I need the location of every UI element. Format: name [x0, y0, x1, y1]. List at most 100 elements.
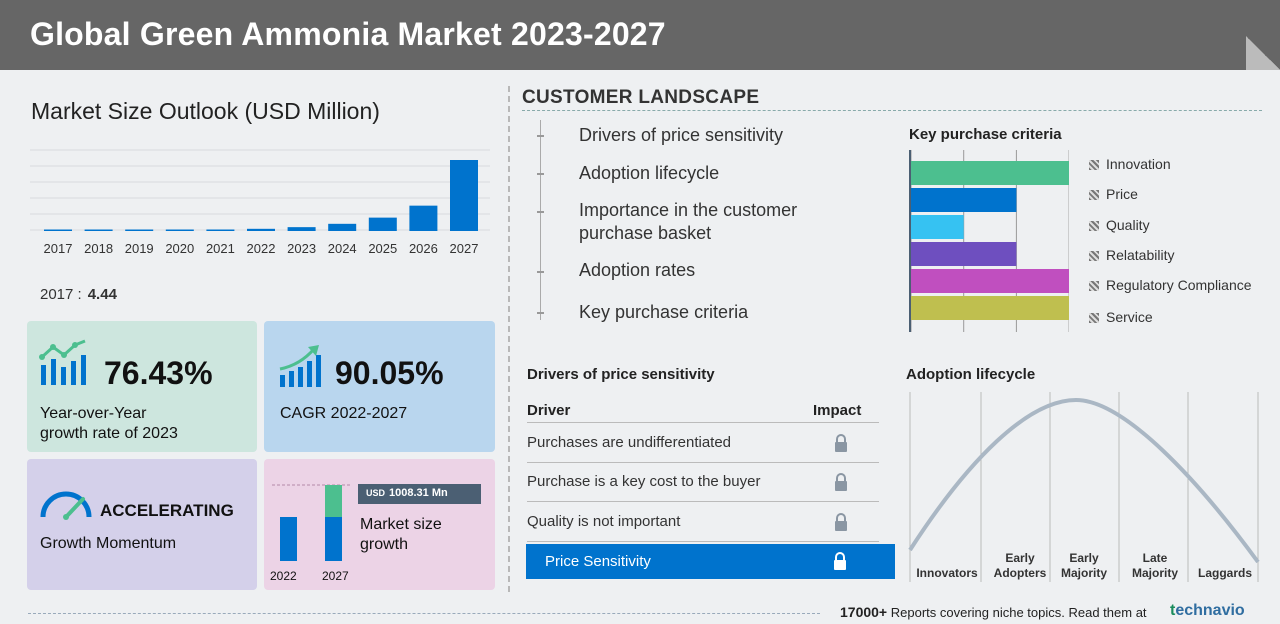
base-year-value: 2017 : 4.44 [40, 286, 117, 303]
tick-label-2024: 2024 [328, 241, 357, 256]
badge-unit: USD [366, 488, 386, 498]
col-impact: Impact [813, 402, 862, 419]
stage-early-majority-2: Majority [1060, 566, 1107, 580]
speedometer-icon [40, 491, 92, 520]
tree-dot [537, 211, 544, 213]
bar-2022 [247, 228, 275, 231]
stage-late-majority-1: Late [1142, 551, 1168, 565]
footer-text: 17000+ Reports covering niche topics. Re… [840, 604, 1147, 620]
stage-laggards: Laggards [1197, 566, 1252, 580]
hatched-swatch-icon [1089, 221, 1099, 231]
bar-2017 [44, 229, 72, 231]
cagr-label: CAGR 2022-2027 [280, 405, 408, 422]
footer-caption: Reports covering niche topics. Read them… [890, 605, 1147, 620]
lock-icon [835, 473, 847, 491]
tree-dot [537, 173, 544, 175]
momentum-card: ACCELERATING Growth Momentum [27, 459, 257, 590]
adoption-lifecycle-curve [908, 392, 1260, 582]
price-sensitivity-title: Drivers of price sensitivity [527, 366, 715, 383]
base-year-number: 4.44 [87, 286, 117, 303]
footer-divider [28, 613, 820, 614]
driver-label: Quality is not important [527, 513, 681, 530]
table-row: Purchase is a key cost to the buyer [527, 463, 879, 502]
stage-early-adopters-2: Adopters [993, 566, 1047, 580]
cagr-value: 90.05% [335, 355, 444, 391]
hatched-swatch-icon [1089, 251, 1099, 261]
tree-item-adoption-rates: Adoption rates [579, 260, 696, 280]
badge-value: 1008.31 Mn [389, 487, 448, 499]
legend-innovation: Innovation [1089, 156, 1171, 172]
market-size-bar-chart: 2017 2018 2019 2020 2021 2022 2023 2024 2025 2026… [30, 149, 490, 256]
yoy-label-1: Year-over-Year [40, 405, 147, 422]
growth-year-from: 2022 [270, 569, 297, 583]
tick-label-2026: 2026 [409, 241, 438, 256]
growth-year-to: 2027 [322, 569, 349, 583]
bar-2020 [165, 229, 194, 231]
growth-label-2: growth [360, 536, 409, 553]
kpc-bar-price [911, 188, 1017, 212]
tick-label-2017: 2017 [44, 241, 73, 256]
bar-2018 [84, 229, 113, 231]
kpc-title: Key purchase criteria [909, 126, 1062, 143]
growth-label-1: Market size [360, 516, 442, 533]
bar-2024 [328, 223, 357, 231]
tree-dot [537, 312, 544, 314]
yoy-card: 76.43% Year-over-Year growth rate of 202… [27, 321, 257, 452]
hatched-swatch-icon [1089, 313, 1099, 323]
tick-label-2022: 2022 [247, 241, 276, 256]
hatched-swatch-icon [1089, 281, 1099, 291]
tick-label-2021: 2021 [206, 241, 235, 256]
kpc-bar-chart [909, 150, 1069, 332]
stage-innovators: Innovators [916, 566, 978, 580]
page-title: Global Green Ammonia Market 2023-2027 [30, 16, 666, 52]
legend-service: Service [1089, 309, 1153, 325]
bar-2021 [206, 229, 235, 231]
kpc-bar-regulatory-compliance [911, 269, 1069, 293]
lock-icon [835, 434, 847, 452]
legend-quality: Quality [1089, 217, 1150, 233]
hatched-swatch-icon [1089, 160, 1099, 170]
bar-2026 [409, 205, 438, 231]
kpc-bar-relatability [911, 242, 1017, 266]
tick-label-2018: 2018 [84, 241, 113, 256]
corner-fold [1246, 36, 1280, 70]
lock-icon [835, 513, 847, 531]
tick-label-2020: 2020 [165, 241, 194, 256]
customer-landscape-title: CUSTOMER LANDSCAPE [522, 87, 760, 108]
bar-2025 [368, 217, 397, 231]
hatched-swatch-icon [1089, 190, 1099, 200]
legend-price: Price [1089, 186, 1138, 202]
yoy-value: 76.43% [104, 355, 213, 391]
growth-card: 2022 2027 Market size growth [264, 459, 495, 590]
kpc-bar-service [911, 296, 1069, 320]
growth-chart-icon [39, 339, 86, 385]
table-row: Purchases are undifferentiated [527, 424, 879, 463]
kpc-bar-innovation [911, 161, 1069, 185]
tree-dot [537, 135, 544, 137]
legend-regulatory-compliance: Regulatory Compliance [1089, 277, 1252, 293]
momentum-value: ACCELERATING [100, 501, 234, 520]
tick-label-2025: 2025 [368, 241, 397, 256]
tree-item-importance-line-1: Importance in the customer [579, 200, 798, 220]
base-year-label: 2017 : [40, 286, 82, 303]
price-sensitivity-row[interactable]: Price Sensitivity [526, 544, 895, 579]
lock-icon [834, 552, 846, 570]
bar-2027 [450, 160, 478, 231]
header-bar: Global Green Ammonia Market 2023-2027 [0, 0, 1280, 70]
tree-item-importance-line-2: purchase basket [579, 223, 712, 243]
adoption-lifecycle-title: Adoption lifecycle [906, 366, 1036, 383]
report-count: 17000+ [840, 604, 888, 620]
bar-2019 [125, 229, 154, 231]
table-row: Quality is not important [527, 503, 879, 542]
tree-item-key-purchase-criteria: Key purchase criteria [579, 302, 749, 322]
technavio-logo[interactable]: technavio [1170, 602, 1245, 619]
tree-line [540, 120, 541, 320]
stage-early-majority-1: Early [1069, 551, 1099, 565]
vertical-divider [508, 86, 510, 592]
stage-late-majority-2: Majority [1131, 566, 1178, 580]
table-header-rule [527, 422, 879, 423]
tick-label-2023: 2023 [287, 241, 316, 256]
trend-up-icon [279, 345, 321, 387]
tick-label-2027: 2027 [450, 241, 479, 256]
momentum-label: Growth Momentum [40, 535, 177, 552]
